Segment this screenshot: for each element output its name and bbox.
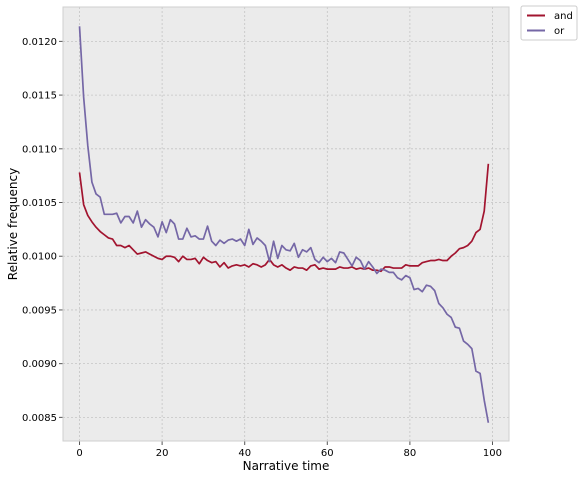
y-tick-label: 0.0120	[22, 37, 57, 48]
legend-label-and: and	[554, 11, 573, 22]
y-axis-ticks: 0.0085 0.0090 0.0095 0.0100 0.0105 0.0110 0.01…	[22, 37, 63, 424]
x-tick-label: 80	[404, 448, 417, 459]
plot-frame	[62, 6, 510, 442]
series-lines	[78, 26, 490, 423]
legend-label-or: or	[554, 26, 565, 37]
x-tick-label: 100	[483, 448, 502, 459]
x-tick-label: 40	[238, 448, 251, 459]
series-line-and	[78, 163, 490, 273]
x-tick-label: 20	[156, 448, 169, 459]
grid-lines	[63, 7, 509, 441]
y-axis-label: Relative frequency	[6, 168, 20, 280]
y-tick-label: 0.0100	[22, 252, 57, 263]
series-line-or	[78, 26, 490, 423]
plot-background	[63, 7, 509, 441]
y-tick-label: 0.0105	[22, 198, 57, 209]
y-tick-label: 0.0115	[22, 91, 57, 102]
x-axis-label: Narrative time	[243, 459, 330, 473]
y-tick-label: 0.0090	[22, 359, 57, 370]
x-tick-label: 0	[76, 448, 82, 459]
x-tick-label: 60	[321, 448, 334, 459]
x-axis-ticks: 0 20 40 60 80 100	[76, 441, 502, 459]
legend: and or	[520, 5, 578, 41]
y-tick-label: 0.0085	[22, 413, 57, 424]
y-tick-label: 0.0095	[22, 305, 57, 316]
y-tick-label: 0.0110	[22, 144, 57, 155]
